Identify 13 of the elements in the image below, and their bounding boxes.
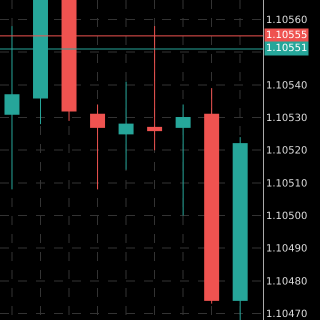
y-tick-label: 1.10540	[266, 80, 308, 92]
y-tick-label: 1.10470	[266, 308, 308, 320]
ref-line-label: 1.10551	[266, 43, 308, 54]
y-tick-label: 1.10530	[266, 113, 308, 124]
candlestick	[90, 104, 106, 190]
y-tick-label: 1.10510	[266, 178, 308, 190]
y-tick-label: 1.10490	[266, 244, 308, 255]
ref-line-label: 1.10555	[266, 30, 308, 41]
y-tick-label: 1.10520	[266, 146, 308, 157]
y-tick-label: 1.10500	[266, 211, 308, 222]
y-tick-label: 1.10480	[266, 276, 308, 288]
y-tick-label: 1.10560	[266, 15, 308, 26]
candlestick	[118, 81, 134, 170]
